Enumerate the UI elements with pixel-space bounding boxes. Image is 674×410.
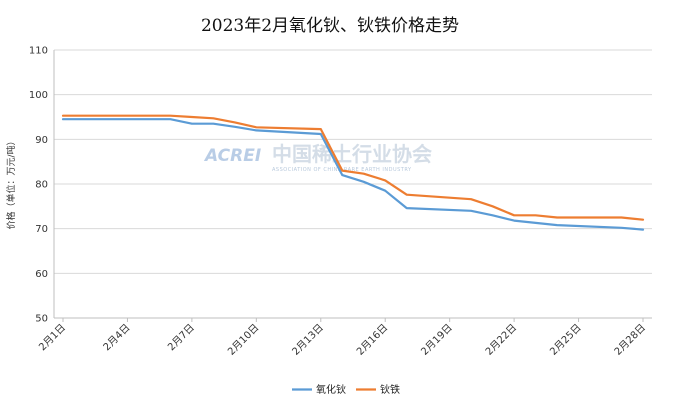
- y-tick-label: 100: [29, 90, 48, 101]
- x-tick-label: 2月16日: [354, 322, 390, 358]
- legend-label: 氧化钬: [316, 383, 346, 396]
- series-line-holmium-oxide: [61, 118, 645, 231]
- chart-title: 2023年2月氧化钬、钬铁价格走势: [201, 16, 459, 36]
- y-tick-label: 70: [35, 224, 48, 235]
- watermark: ACREI 中国稀土行业协会 ASSOCIATION OF CHINA RARE…: [203, 142, 432, 173]
- legend: 氧化钬 钬铁: [292, 383, 400, 396]
- x-tick-label: 2月4日: [101, 322, 133, 354]
- legend-label: 钬铁: [380, 383, 400, 396]
- y-tick-labels: 50 60 70 80 90 100 110: [29, 46, 48, 325]
- y-tick-label: 110: [29, 46, 48, 57]
- series-line-holmium-iron: [61, 114, 645, 221]
- watermark-name-cn: 中国稀土行业协会: [272, 142, 432, 166]
- y-tick-label: 90: [35, 135, 48, 146]
- x-tick-label: 2月22日: [483, 322, 519, 358]
- series-layer: [61, 114, 645, 231]
- x-tick-labels: 2月1日 2月4日 2月7日 2月10日 2月13日 2月16日 2月19日 2月22日 2月2…: [36, 322, 648, 358]
- x-tick-label: 2月28日: [612, 322, 648, 358]
- y-tick-label: 50: [35, 314, 48, 325]
- y-tick-label: 60: [35, 269, 48, 280]
- x-tick-label: 2月19日: [419, 322, 455, 358]
- x-tick-label: 2月13日: [290, 322, 326, 358]
- y-tick-label: 80: [35, 180, 48, 191]
- x-tick-label: 2月7日: [165, 322, 197, 354]
- y-axis-label: 价格（单位：万元/吨）: [5, 136, 17, 229]
- x-tick-label: 2月10日: [225, 322, 261, 358]
- watermark-logo: ACREI: [203, 146, 261, 166]
- x-tick-label: 2月1日: [36, 322, 68, 354]
- x-tick-label: 2月25日: [548, 322, 584, 358]
- axes: [53, 50, 652, 322]
- grid: [54, 49, 652, 274]
